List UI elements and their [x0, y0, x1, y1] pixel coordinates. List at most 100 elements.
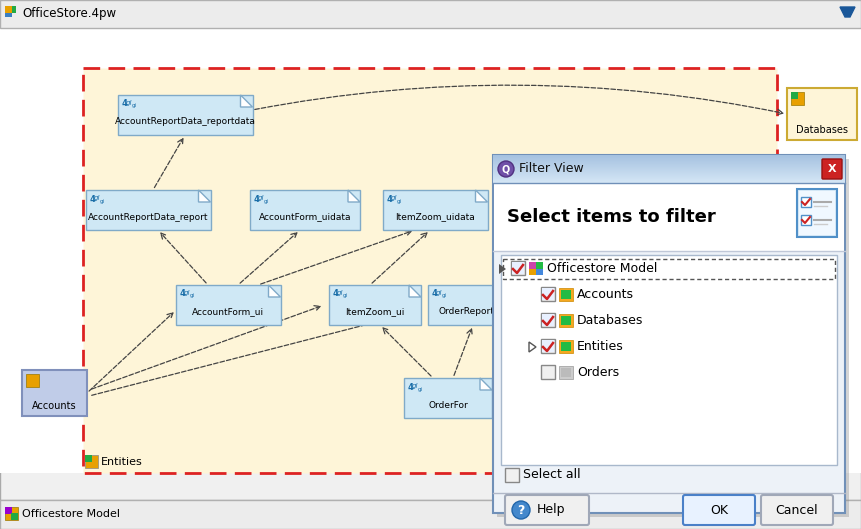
Bar — [5, 507, 18, 520]
FancyBboxPatch shape — [0, 500, 861, 529]
Text: Officestore Model: Officestore Model — [547, 262, 658, 276]
Text: gl: gl — [258, 195, 264, 201]
Polygon shape — [475, 190, 487, 202]
FancyBboxPatch shape — [382, 190, 487, 230]
Text: gl: gl — [183, 290, 190, 296]
Bar — [559, 314, 573, 327]
Bar — [791, 92, 798, 99]
Text: AccountForm_uidata: AccountForm_uidata — [259, 213, 351, 222]
FancyBboxPatch shape — [761, 495, 833, 525]
Bar — [493, 174, 845, 175]
Bar — [12, 6, 16, 13]
Bar — [561, 290, 571, 299]
Text: gi: gi — [100, 198, 104, 204]
Bar — [559, 288, 573, 301]
Polygon shape — [240, 95, 252, 107]
FancyBboxPatch shape — [494, 183, 844, 251]
Polygon shape — [199, 190, 210, 202]
FancyBboxPatch shape — [0, 0, 861, 28]
Text: AccountReportData_reportdata: AccountReportData_reportdata — [115, 117, 256, 126]
Bar — [493, 171, 845, 172]
Text: ItemZoom_ui: ItemZoom_ui — [345, 307, 405, 316]
Text: Accounts: Accounts — [577, 288, 634, 302]
Bar — [561, 342, 571, 351]
Bar — [493, 182, 845, 183]
FancyBboxPatch shape — [85, 190, 210, 230]
Text: 4: 4 — [90, 195, 96, 204]
Bar — [493, 160, 845, 161]
Bar — [5, 13, 12, 17]
FancyBboxPatch shape — [511, 261, 525, 275]
Bar — [493, 165, 845, 166]
FancyBboxPatch shape — [117, 95, 252, 135]
Bar — [493, 176, 845, 177]
Bar — [85, 455, 98, 468]
Bar — [493, 159, 845, 160]
Text: gi: gi — [397, 198, 401, 204]
Text: Entities: Entities — [577, 341, 623, 353]
Text: OrderFor: OrderFor — [428, 400, 468, 409]
Bar — [529, 262, 536, 269]
FancyBboxPatch shape — [22, 370, 87, 416]
FancyBboxPatch shape — [428, 285, 518, 325]
Text: 4: 4 — [432, 289, 438, 298]
FancyBboxPatch shape — [683, 495, 755, 525]
Bar — [536, 262, 543, 269]
FancyBboxPatch shape — [541, 287, 555, 301]
Bar — [801, 215, 811, 225]
Text: 4: 4 — [333, 289, 339, 298]
FancyBboxPatch shape — [541, 339, 555, 353]
Text: gl: gl — [337, 290, 344, 296]
Bar — [493, 170, 845, 171]
FancyBboxPatch shape — [542, 340, 554, 352]
Text: Q: Q — [502, 164, 510, 174]
FancyBboxPatch shape — [787, 88, 857, 140]
Text: gi: gi — [189, 294, 195, 298]
Text: gl: gl — [436, 290, 443, 296]
Bar — [493, 166, 845, 167]
FancyBboxPatch shape — [0, 28, 861, 500]
Polygon shape — [269, 285, 281, 297]
Text: gl: gl — [391, 195, 397, 201]
Bar — [559, 366, 573, 379]
FancyBboxPatch shape — [797, 189, 837, 237]
FancyBboxPatch shape — [542, 314, 554, 326]
Text: X: X — [827, 164, 836, 174]
Text: gi: gi — [418, 387, 423, 391]
FancyBboxPatch shape — [250, 190, 360, 230]
Bar — [791, 92, 804, 105]
FancyBboxPatch shape — [541, 365, 555, 379]
Bar — [801, 197, 811, 207]
Bar — [529, 269, 536, 275]
Bar — [536, 269, 543, 275]
Bar — [493, 163, 845, 164]
Bar — [561, 368, 571, 377]
Polygon shape — [348, 190, 360, 202]
Polygon shape — [840, 7, 855, 17]
Text: gi: gi — [343, 294, 348, 298]
Bar — [493, 181, 845, 182]
Circle shape — [512, 501, 530, 519]
Text: gi: gi — [264, 198, 269, 204]
Text: 4: 4 — [254, 195, 260, 204]
Text: Officestore Model: Officestore Model — [22, 509, 120, 519]
Text: Orders: Orders — [577, 367, 619, 379]
Bar — [493, 172, 845, 173]
Text: 4: 4 — [179, 289, 185, 298]
Text: 4: 4 — [121, 99, 127, 108]
Bar — [11, 513, 18, 520]
Text: gl: gl — [94, 195, 100, 201]
FancyBboxPatch shape — [799, 191, 835, 235]
Text: gl: gl — [126, 100, 132, 106]
Text: AccountForm_ui: AccountForm_ui — [192, 307, 264, 316]
Text: Entities: Entities — [101, 457, 143, 467]
Text: OrderReportDa: OrderReportDa — [439, 307, 507, 316]
Text: Databases: Databases — [796, 125, 848, 135]
Polygon shape — [499, 264, 506, 274]
Text: Filter View: Filter View — [519, 162, 584, 176]
Bar — [493, 158, 845, 159]
FancyBboxPatch shape — [83, 68, 777, 473]
Bar — [493, 168, 845, 169]
Bar — [85, 455, 92, 462]
FancyBboxPatch shape — [542, 288, 554, 300]
